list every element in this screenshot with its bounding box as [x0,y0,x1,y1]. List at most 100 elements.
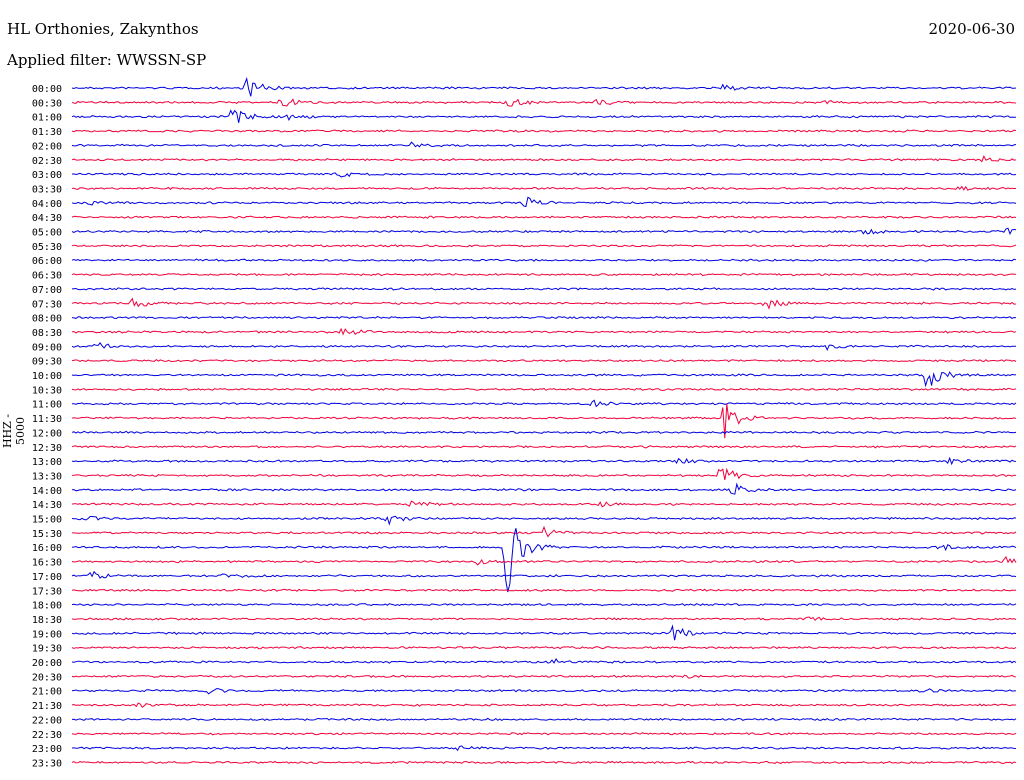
row-time-label: 05:30 [32,242,62,253]
row-time-label: 09:30 [32,357,62,368]
trace-row-1300: 13:00 [32,456,1017,468]
trace-row-1500: 15:00 [32,515,1017,526]
row-time-label: 23:00 [32,744,62,755]
row-time-label: 16:30 [32,558,62,569]
trace-row-2230: 22:30 [32,730,1017,741]
row-time-label: 11:30 [32,414,62,425]
trace-row-1430: 14:30 [32,500,1017,511]
row-time-label: 10:30 [32,385,62,396]
seismic-trace [71,227,1017,236]
row-time-label: 06:00 [32,256,62,267]
trace-row-0430: 04:30 [32,213,1017,224]
seismic-trace [71,658,1017,664]
trace-row-2000: 20:00 [32,658,1017,669]
trace-row-0600: 06:00 [32,256,1017,267]
row-time-label: 21:00 [32,687,62,698]
seismic-trace [71,588,1016,592]
row-time-label: 13:30 [32,471,62,482]
row-time-label: 12:00 [32,428,62,439]
row-time-label: 20:00 [32,658,62,669]
row-time-label: 08:00 [32,314,62,325]
trace-row-0400: 04:00 [32,196,1017,210]
row-time-label: 19:00 [32,629,62,640]
seismic-trace [71,445,1017,449]
trace-row-1600: 16:00 [32,528,1017,593]
seismic-trace [71,98,1017,107]
seismic-trace [71,702,1016,709]
row-time-label: 06:30 [32,271,62,282]
row-time-label: 12:30 [32,443,62,454]
seismic-trace [71,555,1017,566]
seismic-trace [71,273,1016,277]
seismic-trace [71,515,1017,526]
row-time-label: 07:00 [32,285,62,296]
trace-row-1800: 18:00 [32,601,1017,612]
row-time-label: 20:30 [32,672,62,683]
trace-row-0930: 09:30 [32,357,1017,368]
row-time-label: 23:30 [32,758,62,769]
row-time-label: 01:30 [32,127,62,138]
seismic-trace [71,387,1017,391]
row-time-label: 13:00 [32,457,62,468]
seismic-trace [71,154,1017,163]
row-time-label: 22:30 [32,730,62,741]
row-time-label: 22:00 [32,715,62,726]
seismic-trace [71,456,1017,466]
seismic-trace [71,602,1017,607]
seismic-trace [71,674,1017,679]
trace-row-1130: 11:30 [32,403,1017,439]
trace-row-1700: 17:00 [32,570,1017,583]
seismic-trace [71,467,1017,480]
trace-row-1630: 16:30 [32,555,1017,569]
seismic-trace [71,196,1017,208]
row-time-label: 00:00 [32,84,62,95]
seismic-trace [71,342,1017,352]
trace-row-2200: 22:00 [32,715,1017,726]
row-time-label: 18:30 [32,615,62,626]
seismic-trace [72,399,1017,408]
trace-row-0100: 01:00 [32,109,1017,124]
seismic-trace [71,185,1017,191]
trace-row-1100: 11:00 [32,399,1017,411]
seismic-trace [71,297,1017,310]
seismic-trace [71,624,1017,641]
trace-row-1030: 10:30 [32,385,1017,396]
seismic-trace [71,570,1017,579]
seismic-trace [71,525,1017,538]
trace-row-1330: 13:30 [32,467,1017,482]
trace-row-0500: 05:00 [32,227,1017,239]
trace-row-1830: 18:30 [32,615,1017,626]
row-time-label: 14:30 [32,500,62,511]
trace-row-0030: 00:30 [32,98,1017,109]
station-title: HL Orthonies, Zakynthos [7,20,199,38]
row-time-label: 02:00 [32,141,62,152]
seismic-trace [71,172,1017,178]
trace-row-0300: 03:00 [32,170,1017,181]
trace-row-2300: 23:00 [32,744,1017,755]
trace-row-0730: 07:30 [32,297,1017,310]
date-label: 2020-06-30 [928,20,1015,38]
seismic-trace [71,717,1017,722]
row-time-label: 17:00 [32,572,62,583]
seismic-trace [71,482,1017,495]
trace-row-0900: 09:00 [32,342,1017,353]
seismic-trace [71,745,1017,752]
trace-row-2330: 23:30 [32,758,1017,769]
trace-row-1000: 10:00 [32,371,1017,388]
trace-row-0530: 05:30 [32,242,1017,253]
trace-row-0130: 01:30 [32,127,1017,138]
seismic-trace [71,688,1016,695]
seismic-trace [71,76,1017,97]
row-time-label: 19:30 [32,644,62,655]
trace-row-2130: 21:30 [32,701,1016,712]
filter-subtitle: Applied filter: WWSSN-SP [7,51,207,69]
row-time-label: 05:00 [32,228,62,239]
trace-row-1230: 12:30 [32,443,1017,454]
seismic-trace [71,129,1017,133]
trace-row-0330: 03:30 [32,184,1017,195]
seismic-trace [71,732,1017,736]
trace-row-1530: 15:30 [32,525,1017,540]
trace-row-1200: 12:00 [32,428,1017,439]
trace-row-2030: 20:30 [32,672,1017,683]
